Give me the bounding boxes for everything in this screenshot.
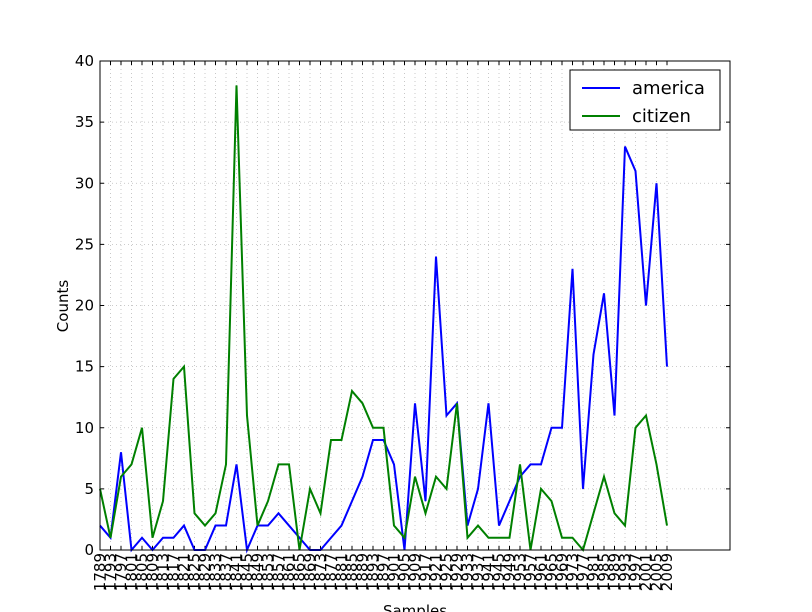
x-tick-label: 1929: [448, 553, 466, 591]
x-tick-label: 1829: [196, 553, 214, 591]
y-tick-label: 15: [75, 358, 94, 376]
x-tick-label: 1945: [490, 553, 508, 591]
data-line: [99, 85, 668, 553]
x-tick-label: 1817: [165, 553, 183, 591]
x-tick-label: 1801: [123, 553, 141, 591]
x-tick-label: 1797: [112, 553, 130, 591]
y-tick-label: 30: [75, 174, 94, 192]
legend-label: america: [632, 78, 705, 99]
legend-box: [569, 69, 721, 131]
x-tick-label: 1841: [228, 553, 246, 591]
x-tick-label: 2005: [648, 553, 666, 591]
y-axis-label: Counts: [54, 280, 72, 333]
x-tick-label: 1805: [133, 553, 151, 591]
x-tick-label: 1917: [417, 553, 435, 591]
x-tick-label: 1949: [501, 553, 519, 591]
x-tick-label: 1933: [459, 553, 477, 591]
x-tick-label: 1969: [553, 553, 571, 591]
x-tick-label: 1793: [102, 553, 120, 591]
x-tick-label: 1845: [238, 553, 256, 591]
x-tick-label: 1901: [385, 553, 403, 591]
x-tick-label: 1825: [186, 553, 204, 591]
y-tick-label: 0: [84, 541, 94, 559]
x-tick-label: 1981: [585, 553, 603, 591]
x-tick-label: 2001: [637, 553, 655, 591]
x-tick-label: 1925: [438, 553, 456, 591]
x-tick-label: 1993: [616, 553, 634, 591]
x-tick-label: 1921: [427, 553, 445, 591]
x-tick-label: 1833: [207, 553, 225, 591]
x-tick-label: 1813: [154, 553, 172, 591]
x-tick-label: 1897: [375, 553, 393, 591]
x-tick-label: 1953: [511, 553, 529, 591]
x-tick-label: 1849: [249, 553, 267, 591]
legend: america citizen: [569, 69, 721, 131]
legend-label: citizen: [632, 106, 691, 127]
x-tick-label: 1893: [364, 553, 382, 591]
x-tick-label: 1905: [396, 553, 414, 591]
x-tick-label: 1865: [291, 553, 309, 591]
y-tick-label: 5: [84, 480, 94, 498]
x-tick-label: 1937: [469, 553, 487, 591]
x-tick-label: 1885: [343, 553, 361, 591]
y-tick-label: 10: [75, 419, 94, 437]
x-tick-label: 1909: [406, 553, 424, 591]
x-tick-label: 1973: [564, 553, 582, 591]
x-tick-label: 1853: [259, 553, 277, 591]
x-tick-label: 2009: [658, 553, 676, 591]
y-tick-label: 25: [75, 235, 94, 253]
x-tick-label: 1889: [354, 553, 372, 591]
x-tick-label: 1809: [144, 553, 162, 591]
x-tick-label: 1861: [280, 553, 298, 591]
x-axis-label: Samples: [383, 602, 447, 612]
x-tick-label: 1977: [574, 553, 592, 591]
plot-frame: [99, 60, 731, 551]
x-tick-label: 1877: [322, 553, 340, 591]
x-tick-label: 1989: [606, 553, 624, 591]
x-tick-label: 1941: [480, 553, 498, 591]
x-tick-label: 1857: [270, 553, 288, 591]
x-tick-label: 1821: [175, 553, 193, 591]
x-tick-label: 1985: [595, 553, 613, 591]
x-tick-label: 1957: [522, 553, 540, 591]
x-tick-label: 1869: [301, 553, 319, 591]
y-tick-label: 40: [75, 52, 94, 70]
x-tick-label: 1837: [217, 553, 235, 591]
x-tick-label: 1881: [333, 553, 351, 591]
y-tick-label: 35: [75, 113, 94, 131]
x-tick-label: 1961: [532, 553, 550, 591]
x-tick-label: 1997: [627, 553, 645, 591]
y-tick-label: 20: [75, 297, 94, 315]
x-tick-label: 1965: [543, 553, 561, 591]
x-tick-label: 1873: [312, 553, 330, 591]
grid: [99, 60, 730, 551]
x-tick-label: 1789: [91, 553, 109, 591]
